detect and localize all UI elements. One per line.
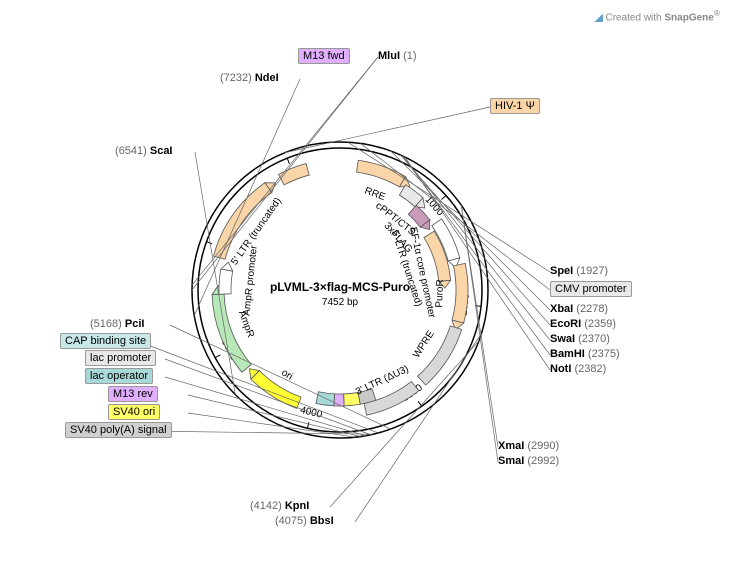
feature-label: MluI (1) xyxy=(378,50,417,62)
feature-label: SwaI (2370) xyxy=(550,333,610,345)
feature-label: SmaI (2992) xyxy=(498,455,559,467)
feature-label: EcoRI (2359) xyxy=(550,318,616,330)
feature-label: SV40 ori xyxy=(108,406,160,418)
feature-label: (4142) KpnI xyxy=(250,500,309,512)
feature-label: NotI (2382) xyxy=(550,363,606,375)
feature-label: (5168) PciI xyxy=(90,318,144,330)
plasmid-title: pLVML-3×flag-MCS-Puro 7452 bp xyxy=(260,280,420,308)
feature-label: lac promoter xyxy=(85,352,156,364)
feature-label: XmaI (2990) xyxy=(498,440,559,452)
feature-label: M13 rev xyxy=(108,388,158,400)
svg-text:WPRE: WPRE xyxy=(411,329,437,360)
feature-label: SV40 poly(A) signal xyxy=(65,424,172,436)
feature-label: CMV promoter xyxy=(550,283,632,295)
feature-label: (7232) NdeI xyxy=(220,72,279,84)
svg-text:PuroR: PuroR xyxy=(434,279,446,308)
svg-text:RRE: RRE xyxy=(363,186,387,204)
feature-label: (4075) BbsI xyxy=(275,515,334,527)
feature-label: SpeI (1927) xyxy=(550,265,608,277)
feature-label: XbaI (2278) xyxy=(550,303,608,315)
feature-label: M13 fwd xyxy=(298,50,350,62)
feature-label: (6541) ScaI xyxy=(115,145,173,157)
feature-label: CAP binding site xyxy=(60,335,151,347)
feature-label: BamHI (2375) xyxy=(550,348,620,360)
feature-label: lac operator xyxy=(85,370,153,382)
feature-label: HIV-1 Ψ xyxy=(490,100,540,112)
